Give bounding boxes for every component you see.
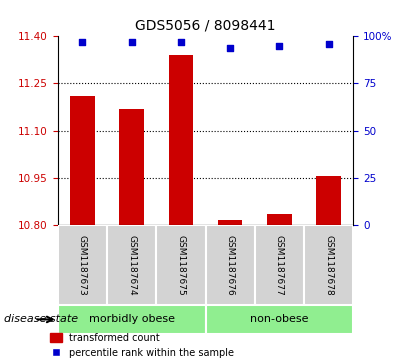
FancyBboxPatch shape bbox=[58, 305, 206, 334]
Text: disease state: disease state bbox=[4, 314, 78, 325]
Text: GDS5056 / 8098441: GDS5056 / 8098441 bbox=[135, 18, 276, 32]
FancyBboxPatch shape bbox=[107, 225, 156, 305]
Bar bbox=[169, 55, 193, 225]
Bar bbox=[316, 176, 341, 225]
Text: GSM1187677: GSM1187677 bbox=[275, 234, 284, 295]
Point bbox=[326, 41, 332, 47]
Legend: transformed count, percentile rank within the sample: transformed count, percentile rank withi… bbox=[46, 329, 238, 362]
Text: GSM1187678: GSM1187678 bbox=[324, 234, 333, 295]
Bar bbox=[119, 109, 144, 225]
FancyBboxPatch shape bbox=[58, 225, 107, 305]
Text: GSM1187673: GSM1187673 bbox=[78, 234, 87, 295]
Point bbox=[178, 39, 184, 45]
Text: morbidly obese: morbidly obese bbox=[88, 314, 175, 325]
FancyBboxPatch shape bbox=[206, 225, 255, 305]
Bar bbox=[70, 96, 95, 225]
Text: GSM1187674: GSM1187674 bbox=[127, 234, 136, 295]
Text: GSM1187675: GSM1187675 bbox=[176, 234, 185, 295]
Point bbox=[128, 39, 135, 45]
Point bbox=[227, 45, 233, 50]
FancyBboxPatch shape bbox=[156, 225, 206, 305]
Text: GSM1187676: GSM1187676 bbox=[226, 234, 235, 295]
FancyBboxPatch shape bbox=[206, 305, 353, 334]
Bar bbox=[218, 220, 242, 225]
Bar bbox=[267, 214, 292, 225]
Text: non-obese: non-obese bbox=[250, 314, 309, 325]
FancyBboxPatch shape bbox=[304, 225, 353, 305]
Point bbox=[276, 43, 283, 49]
FancyBboxPatch shape bbox=[255, 225, 304, 305]
Point bbox=[79, 39, 85, 45]
